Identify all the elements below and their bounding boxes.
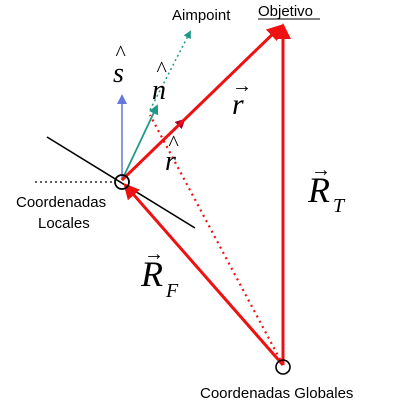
coord-locales-line1: Coordenadas <box>16 194 106 211</box>
RF-vector-arrow <box>123 182 285 366</box>
r-vector-arrow-icon: → <box>232 75 252 97</box>
RF-label: R <box>140 254 163 294</box>
coord-globales-label: Coordenadas Globales <box>200 385 353 402</box>
global-origin-marker <box>275 359 291 375</box>
n-hat-caret-icon: ^ <box>156 56 167 81</box>
red-dotted-line <box>149 114 284 366</box>
surface-line <box>46 136 196 229</box>
n-hat-label: n <box>152 75 166 106</box>
r-vector-arrow <box>120 24 283 182</box>
RF-subscript: F <box>165 280 179 302</box>
coord-locales-line2: Locales <box>38 215 90 232</box>
r-hat-caret-icon: ^ <box>168 130 179 155</box>
RF-arrow-icon: → <box>144 243 164 265</box>
RT-label: R <box>307 170 330 210</box>
RT-arrow-icon: → <box>311 159 331 181</box>
aimpoint-label: Aimpoint <box>172 7 231 24</box>
local-origin-marker <box>114 174 130 190</box>
r-hat-label: r <box>165 146 176 177</box>
s-hat-caret-icon: ^ <box>115 40 126 65</box>
r-vector-label: r <box>232 88 244 121</box>
s-hat-label: s <box>113 58 124 89</box>
objetivo-label: Objetivo <box>258 3 313 20</box>
n-hat-arrow <box>121 104 159 181</box>
RT-subscript: T <box>333 195 346 217</box>
